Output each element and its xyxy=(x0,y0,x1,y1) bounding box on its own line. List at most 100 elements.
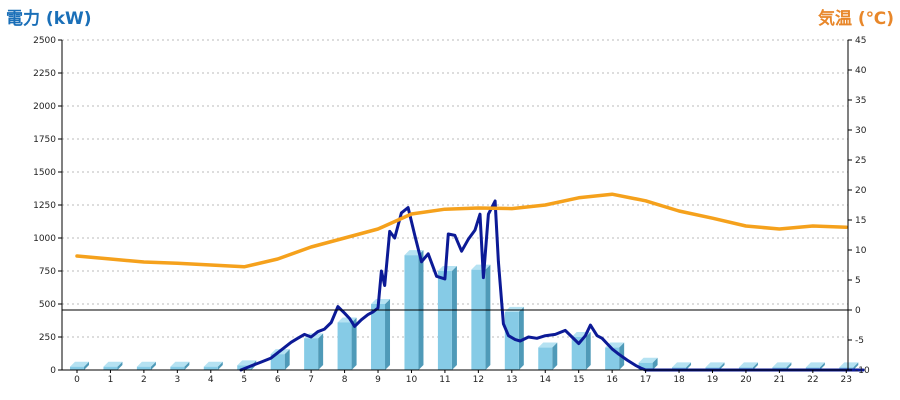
bar-front xyxy=(103,366,118,370)
power-bar xyxy=(371,299,391,370)
x-tick-label: 19 xyxy=(707,375,719,385)
left-tick-label: 750 xyxy=(39,267,56,277)
bar-top xyxy=(437,266,457,271)
bar-top xyxy=(738,362,758,368)
x-tick-label: 1 xyxy=(108,375,114,385)
right-tick-label: -5 xyxy=(855,336,864,346)
bar-front xyxy=(170,366,185,370)
bar-front xyxy=(638,362,653,370)
x-tick-label: 8 xyxy=(342,375,348,385)
x-tick-label: 22 xyxy=(807,375,818,385)
bar-top xyxy=(705,362,725,368)
right-tick-label: 5 xyxy=(855,276,861,286)
x-tick-label: 18 xyxy=(673,375,685,385)
right-axis-title: 気温 (℃) xyxy=(817,9,894,29)
power-bar xyxy=(270,349,290,370)
x-tick-label: 11 xyxy=(439,375,450,385)
bar-side xyxy=(719,362,725,370)
bar-side xyxy=(853,362,859,370)
power-bar xyxy=(504,306,524,370)
left-axis-title: 電力 (kW) xyxy=(6,9,92,29)
bar-top xyxy=(237,360,257,366)
axes: 02505007501000125015001750200022502500-1… xyxy=(33,36,870,385)
bar-side xyxy=(786,362,792,370)
right-tick-label: 30 xyxy=(855,126,867,136)
x-tick-label: 20 xyxy=(740,375,752,385)
left-tick-label: 500 xyxy=(39,300,56,310)
bar-side xyxy=(84,361,89,370)
bar-side xyxy=(284,349,290,370)
power-bar xyxy=(70,361,89,370)
right-tick-label: 0 xyxy=(855,306,861,316)
bar-side xyxy=(752,362,758,370)
bar-front xyxy=(136,366,151,370)
bar-side xyxy=(150,361,156,370)
bar-top xyxy=(672,362,692,368)
bar-front xyxy=(304,338,319,370)
power-bar xyxy=(638,357,658,370)
bar-front xyxy=(404,255,419,370)
power-bar xyxy=(471,264,491,370)
x-tick-label: 0 xyxy=(74,375,80,385)
right-tick-label: 45 xyxy=(855,36,866,46)
bar-front xyxy=(471,269,486,370)
bar-top xyxy=(504,306,524,312)
x-tick-label: 12 xyxy=(473,375,484,385)
bar-side xyxy=(351,317,357,370)
power-bar xyxy=(538,342,558,370)
left-tick-label: 2500 xyxy=(33,36,56,46)
left-tick-label: 2000 xyxy=(33,102,56,112)
power-bar xyxy=(203,361,223,370)
left-tick-label: 2250 xyxy=(33,69,56,79)
bar-side xyxy=(485,264,491,370)
bar-front xyxy=(538,347,553,370)
power-bar xyxy=(571,332,591,370)
bar-top xyxy=(839,362,859,368)
bar-side xyxy=(585,332,591,370)
x-tick-label: 5 xyxy=(241,375,247,385)
bar-side xyxy=(217,361,223,370)
bar-front xyxy=(270,354,285,370)
right-tick-label: 10 xyxy=(855,246,867,256)
left-tick-label: 1000 xyxy=(33,234,56,244)
bar-side xyxy=(652,357,658,370)
bar-front xyxy=(504,311,519,370)
bar-top xyxy=(70,361,89,367)
right-tick-label: 15 xyxy=(855,216,866,226)
x-tick-label: 9 xyxy=(375,375,381,385)
x-tick-label: 7 xyxy=(308,375,314,385)
x-tick-label: 3 xyxy=(174,375,180,385)
right-tick-label: 40 xyxy=(855,66,867,76)
bar-side xyxy=(552,342,558,370)
power-bar xyxy=(437,266,457,370)
power-bar xyxy=(136,361,156,370)
series-lines xyxy=(75,192,865,372)
temperature-line xyxy=(75,192,849,269)
bar-top xyxy=(170,361,190,367)
right-tick-label: 20 xyxy=(855,186,867,196)
power-bar xyxy=(103,361,123,370)
x-tick-label: 6 xyxy=(275,375,281,385)
left-tick-label: 1500 xyxy=(33,168,56,178)
bar-side xyxy=(184,361,190,370)
x-tick-label: 10 xyxy=(406,375,418,385)
bar-side xyxy=(819,362,825,370)
x-tick-label: 23 xyxy=(841,375,852,385)
bar-top xyxy=(136,361,156,367)
x-tick-label: 17 xyxy=(640,375,651,385)
bar-front xyxy=(371,304,386,370)
bar-front xyxy=(203,366,218,370)
bar-front xyxy=(337,322,352,370)
bar-top xyxy=(538,342,558,348)
right-tick-label: 35 xyxy=(855,96,866,106)
x-tick-label: 16 xyxy=(606,375,618,385)
bar-top xyxy=(805,362,825,368)
left-tick-label: 250 xyxy=(39,333,56,343)
left-tick-label: 0 xyxy=(50,366,56,376)
power-bar xyxy=(304,333,324,370)
grid-lines xyxy=(62,39,848,338)
x-tick-label: 21 xyxy=(774,375,785,385)
bar-side xyxy=(385,299,391,370)
bar-side xyxy=(117,361,123,370)
